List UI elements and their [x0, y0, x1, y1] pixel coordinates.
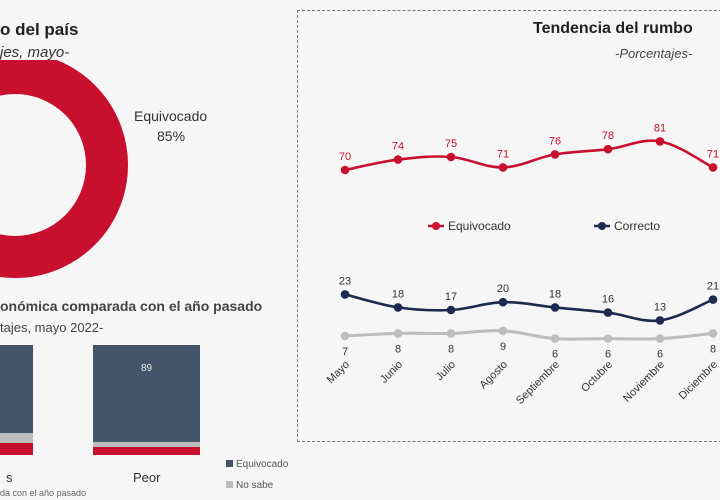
- series-1-data-label: 17: [445, 291, 457, 303]
- series-2-point: [498, 326, 508, 336]
- series-0-point: [655, 137, 665, 146]
- bar-right: 89: [93, 345, 200, 455]
- legend-label: Correcto: [614, 219, 660, 233]
- series-0-data-label: 75: [445, 138, 457, 150]
- series-1-line: [344, 293, 714, 323]
- series-1: 23 18 17 20 18 16 13 21: [339, 275, 719, 325]
- series-2-data-label: 6: [657, 349, 663, 361]
- series-2-data-label: 8: [448, 343, 454, 355]
- x-tick-label: Mayo: [325, 359, 353, 387]
- series-0-data-label: 71: [707, 148, 719, 160]
- series-0-data-label: 78: [602, 130, 614, 142]
- series-1-point: [708, 295, 718, 304]
- series-2-data-label: 8: [395, 343, 401, 355]
- series-2-data-label: 7: [342, 346, 348, 358]
- x-tick-label: Junio: [378, 359, 405, 386]
- series-2-data-label: 6: [552, 349, 558, 361]
- series-1-point: [393, 303, 403, 312]
- series-1-data-label: 21: [707, 281, 719, 293]
- bar-left-gray: [0, 433, 33, 443]
- bar-legend-nosabe: No sabe: [226, 480, 273, 491]
- series-0-data-label: 71: [497, 148, 509, 160]
- series-1-data-label: 20: [497, 283, 509, 295]
- series-2-point: [708, 329, 718, 338]
- footnote: da con el año pasado: [0, 488, 87, 498]
- donut-label: Equivocado: [134, 108, 208, 124]
- x-tick-label: Diciembre: [677, 359, 720, 402]
- series-1-point: [446, 305, 456, 315]
- series-1-point: [340, 290, 350, 299]
- series-0-point: [340, 165, 350, 175]
- series-0-line: [344, 139, 714, 172]
- bar-legend-equivocado: Equivocado: [226, 459, 288, 470]
- series-2-point: [603, 334, 613, 343]
- series-0-point: [446, 152, 456, 162]
- legend-label: Equivocado: [448, 219, 511, 233]
- legend-item-0: Equivocado: [428, 219, 511, 233]
- series-1-data-label: 18: [392, 288, 404, 300]
- series-0-point: [550, 150, 560, 159]
- series-2-point: [446, 329, 456, 338]
- x-tick-label: Septiembre: [514, 359, 562, 407]
- legend-marker: [432, 222, 440, 230]
- section2-subtitle: tajes, mayo 2022-: [0, 320, 104, 335]
- donut-chart: [0, 60, 128, 278]
- series-2-data-label: 6: [605, 349, 611, 361]
- series-0-data-label: 70: [339, 151, 351, 163]
- donut-value: 85%: [157, 128, 186, 144]
- bar-left-slate: [0, 345, 33, 433]
- bar-right-slate: 89: [93, 345, 200, 442]
- x-tick-label: Agosto: [477, 359, 510, 392]
- series-2-line: [344, 329, 714, 341]
- bar-right-value: 89: [140, 363, 153, 374]
- series-1-data-label: 13: [654, 301, 666, 313]
- series-1-point: [498, 297, 508, 307]
- series-1-data-label: 18: [549, 288, 561, 300]
- series-0-point: [393, 155, 403, 164]
- bar-right-label: Peor: [133, 470, 161, 485]
- bar-right-gray: [93, 442, 200, 447]
- trend-chart-title: Tendencia del rumbo: [533, 20, 693, 37]
- series-2-point: [340, 331, 350, 341]
- series-0-point: [498, 163, 508, 172]
- bar-left: [0, 345, 33, 455]
- bar-legend-equivocado-label: Equivocado: [236, 459, 289, 470]
- series-0-point: [603, 144, 613, 154]
- series-2-point: [655, 334, 665, 343]
- series-1-point: [603, 308, 613, 317]
- donut-ring: [0, 60, 128, 278]
- legend-marker: [598, 222, 606, 230]
- legend-swatch-gray: [226, 481, 233, 488]
- series-2-point: [393, 329, 403, 338]
- series-1-point: [655, 316, 665, 325]
- bar-left-label: s: [6, 470, 13, 485]
- x-tick-label: Julio: [434, 359, 458, 383]
- series-2-data-label: 8: [710, 343, 716, 355]
- series-0-data-label: 74: [392, 141, 404, 153]
- series-0-data-label: 76: [549, 135, 561, 147]
- series-2-point: [550, 334, 560, 343]
- x-tick-label: Noviembre: [621, 359, 667, 405]
- section2-title: onómica comparada con el año pasado: [0, 298, 263, 314]
- bar-legend-nosabe-label: No sabe: [236, 480, 274, 491]
- bar-left-red: [0, 443, 33, 455]
- left-chart-subtitle: jes, mayo-: [0, 44, 70, 61]
- series-0: 70 74 75 71 76 78 81 71: [339, 122, 719, 175]
- series-1-data-label: 16: [602, 294, 614, 306]
- bar-right-red: [93, 447, 200, 455]
- series-0-point: [708, 163, 718, 172]
- x-tick-label: Octubre: [579, 359, 615, 395]
- series-2: 7 8 8 9 6 6 6 8: [340, 326, 718, 361]
- trend-chart-subtitle: -Porcentajes-: [615, 46, 693, 61]
- series-1-data-label: 23: [339, 275, 351, 287]
- legend-item-1: Correcto: [594, 219, 660, 233]
- series-1-point: [550, 303, 560, 312]
- series-0-data-label: 81: [654, 122, 666, 134]
- legend-swatch-slate: [226, 460, 233, 467]
- left-chart-title: o del país: [0, 20, 79, 39]
- series-2-data-label: 9: [500, 341, 506, 353]
- trend-chart-frame: [297, 10, 720, 442]
